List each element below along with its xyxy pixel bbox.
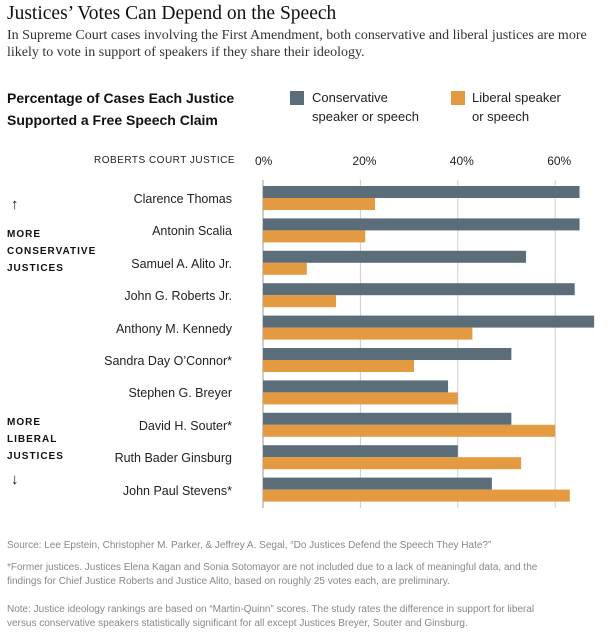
bar-liberal-4 [263,327,473,340]
bar-liberal-0 [263,198,376,210]
bar-conservative-9 [263,477,492,490]
down-arrow-icon: ↓ [11,471,19,488]
side-note-more-conservative: MORE CONSERVATIVE JUSTICES [7,226,96,277]
justice-label-9: John Paul Stevens* [122,483,232,498]
bar-conservative-5 [263,348,512,360]
note-line1: Note: Justice ideology rankings are base… [7,604,535,615]
bar-liberal-9 [263,489,570,502]
justice-label-8: Ruth Bader Ginsburg [114,451,232,466]
bar-liberal-3 [263,295,337,308]
footnote-line1: *Former justices. Justices Elena Kagan a… [7,562,538,573]
side-note-liberal-line2: LIBERAL [7,434,58,445]
legend-label-conservative-line2: speaker or speech [312,109,419,124]
side-note-conservative-line3: JUSTICES [7,263,64,274]
bar-conservative-8 [263,445,458,458]
footnote-line2: findings for Chief Justice Roberts and J… [7,576,450,587]
justice-label-1: Antonin Scalia [152,224,232,239]
justice-label-7: David H. Souter* [138,418,232,433]
side-note-conservative-line2: CONSERVATIVE [7,246,97,257]
justice-label-6: Stephen G. Breyer [128,386,232,401]
legend-swatch-conservative [290,91,304,105]
justice-label-4: Anthony M. Kennedy [115,321,232,336]
justice-label-3: John G. Roberts Jr. [124,289,232,304]
justice-label-5: Sandra Day O’Connor* [104,354,232,368]
chart-subtitle: In Supreme Court cases involving the Fir… [7,28,587,60]
legend-label-liberal-line2: or speech [472,109,530,124]
justice-label-2: Samuel A. Alito Jr. [131,256,232,271]
bar-liberal-1 [263,230,366,243]
source-note: Source: Lee Epstein, Christopher M. Park… [7,540,492,551]
x-tick-label-20: 20% [352,154,377,168]
legend-label-conservative-line1: Conservative [312,90,388,105]
legend-item-liberal: Liberal speaker or speech [472,88,561,126]
bar-liberal-2 [263,262,307,275]
legend-swatch-liberal [451,91,465,105]
x-tick-label-40: 40% [449,154,474,168]
bar-conservative-3 [263,283,575,296]
note-line2: versus conservative speakers statistical… [7,618,468,629]
bar-conservative-1 [263,218,580,231]
bar-conservative-7 [263,412,512,425]
bar-liberal-5 [263,360,414,372]
x-tick-label-0: 0% [255,154,273,168]
side-note-liberal-line3: JUSTICES [7,451,64,462]
bar-conservative-6 [263,380,449,393]
side-note-conservative-line1: MORE [7,229,41,240]
legend-item-conservative: Conservative speaker or speech [312,88,419,126]
bar-liberal-7 [263,424,556,437]
legend-label-liberal-line1: Liberal speaker [472,90,561,105]
side-note-more-liberal: MORE LIBERAL JUSTICES [7,414,64,465]
bar-liberal-8 [263,457,522,470]
chart-title: Justices’ Votes Can Depend on the Speech [7,3,337,24]
chart-heading-line1: Percentage of Cases Each Justice [7,90,235,106]
x-tick-label-60: 60% [547,154,572,168]
bar-liberal-6 [263,392,458,405]
axis-title-justice: ROBERTS COURT JUSTICE [94,155,236,166]
justice-label-0: Clarence Thomas [133,192,232,206]
bar-conservative-0 [263,186,580,198]
bar-conservative-4 [263,315,595,328]
chart-heading: Percentage of Cases Each Justice Support… [7,87,234,131]
bar-conservative-2 [263,250,526,263]
side-note-liberal-line1: MORE [7,417,41,428]
up-arrow-icon: ↑ [11,196,19,213]
chart-heading-line2: Supported a Free Speech Claim [7,112,218,128]
